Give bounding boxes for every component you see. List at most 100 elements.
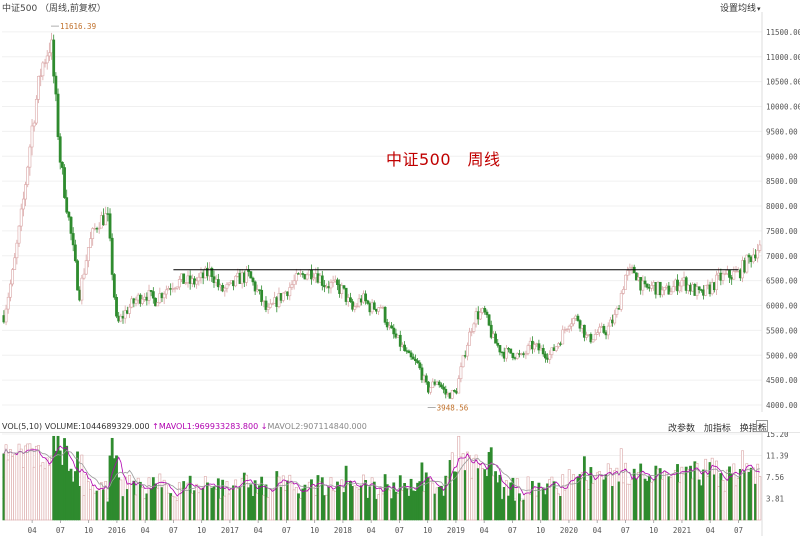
candle-body [84,260,88,275]
candle-body [182,273,186,284]
candle-body [351,301,355,310]
candle-body [676,279,679,292]
x-tick-label: 07 [734,526,743,535]
candle-body [197,276,201,282]
candle-body [663,287,666,291]
candle-body [4,308,8,323]
candle-body [34,99,38,124]
close-icon[interactable]: × [756,420,768,432]
candle-body [56,93,60,137]
candle-body [453,390,456,392]
candle-body [578,320,582,329]
candle-body [162,293,166,299]
candle-body [498,345,502,353]
price-y-axis: 4000.00 4500.00 5000.00 5500.00 6000.00 6500.… [761,12,800,412]
volume-bar [758,476,762,521]
candle-body [320,275,324,286]
candle-body [409,352,413,358]
candle-body [294,273,298,282]
candle-body [147,290,151,301]
vol-y-tick-label: 3.81 [766,494,784,503]
candle-body [234,275,238,287]
candle-body [758,244,762,251]
candle-body [593,334,597,341]
candle-body [660,289,664,296]
candle-body [554,346,558,351]
candle-body [19,208,23,227]
candle-body [416,360,419,364]
candle-body [485,311,489,316]
candle-body [69,216,73,234]
candle-body [526,345,530,354]
edit-params-button[interactable]: 改参数 [668,424,696,434]
candle-body [349,297,352,302]
candle-body [418,362,422,369]
candle-body [697,286,701,290]
candle-body [461,355,465,368]
candle-body [342,285,346,289]
candle-body [366,300,370,304]
candle-body [420,367,424,381]
candle-body [567,325,571,330]
switch-indicator-button[interactable]: 换指标 [739,424,767,434]
candle-body [496,342,500,346]
candle-body [576,315,580,321]
price-grid [2,31,762,406]
candle-body [24,184,27,200]
candle-body [533,344,536,350]
candle-body [479,312,482,320]
settings-ma-button[interactable]: 设置均线▾ [720,1,761,14]
volume-bar [104,481,108,521]
extreme-label: 3948.56 [437,404,469,412]
candle-body [312,277,316,280]
x-tick-label: 10 [84,526,94,535]
candle-body [390,325,394,329]
price-chart[interactable]: 4000.00 4500.00 5000.00 5500.00 6000.00 6500.… [0,12,800,412]
candle-body [565,328,569,331]
candle-body [732,271,736,280]
candle-body [13,257,17,270]
y-tick-label: 9500.00 [766,127,798,136]
candle-body [58,136,62,163]
chart-title: 中证500 （周线,前复权） [2,4,106,14]
candle-body [151,291,155,299]
candle-body [715,274,718,291]
candle-body [494,333,497,344]
candle-body [108,213,112,239]
x-tick-label: 04 [254,526,264,535]
price-annotations: 11616.39 3948.56 [50,22,469,412]
candle-body [403,344,407,351]
candle-body [429,387,432,393]
candle-body [621,289,625,294]
volume-header: VOL(5,10) VOLUME:1044689329.000 ↑MAVOL1:… [2,422,367,431]
candle-body [184,282,188,284]
candle-body [37,75,40,100]
volume-bar [511,477,515,521]
candle-body [595,332,599,335]
candle-body [427,381,430,393]
y-tick-label: 5500.00 [766,326,798,335]
candle-body [541,348,545,355]
candle-body [301,273,305,275]
candle-body [487,314,491,326]
add-indicator-button[interactable]: 加指标 [703,424,731,434]
candle-body [251,277,255,283]
x-tick-label: 2018 [334,526,353,535]
candle-body [39,75,43,77]
x-tick-label: 10 [197,526,207,535]
x-tick-label: 2019 [447,526,465,535]
x-tick-label: 07 [169,526,178,535]
x-tick-label: 04 [141,526,151,535]
candle-body [747,254,751,258]
candle-body [156,302,160,307]
x-tick-label: 04 [706,526,716,535]
candle-body [615,308,619,315]
candle-body [329,282,333,289]
candle-body [154,297,157,307]
volume-bar [498,474,502,521]
candle-body [195,280,199,285]
candle-body [60,161,64,168]
candle-body [515,353,519,359]
candle-body [210,267,214,277]
